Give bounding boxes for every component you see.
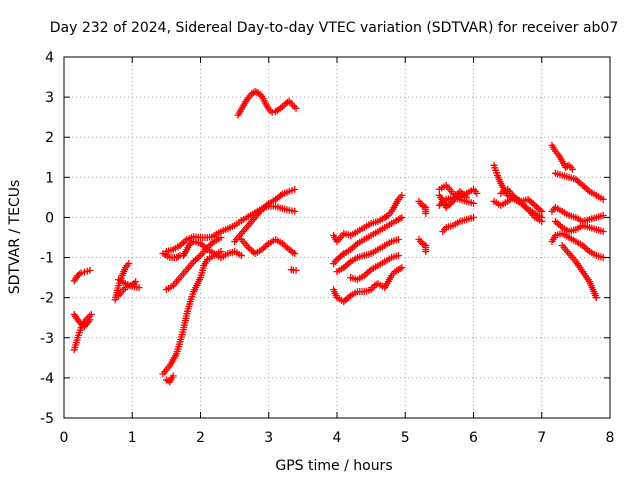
data-point-marker bbox=[291, 207, 299, 215]
y-axis-label: SDTVAR / TECUs bbox=[7, 180, 23, 295]
data-point-marker bbox=[463, 193, 471, 201]
data-marks bbox=[70, 87, 607, 386]
data-point-marker bbox=[538, 217, 546, 225]
x-tick-label: 4 bbox=[333, 430, 342, 446]
data-point-marker bbox=[292, 266, 300, 274]
data-point-marker bbox=[255, 89, 263, 97]
data-point-marker bbox=[174, 253, 182, 261]
data-point-marker bbox=[398, 264, 406, 272]
data-point-marker bbox=[169, 372, 177, 380]
y-tick-label: 0 bbox=[45, 210, 54, 226]
y-tick-label: 2 bbox=[45, 130, 54, 146]
data-point-marker bbox=[422, 248, 430, 256]
data-point-marker bbox=[135, 284, 143, 292]
x-axis-label: GPS time / hours bbox=[275, 458, 392, 474]
data-point-marker bbox=[394, 252, 402, 260]
y-tick-label: -5 bbox=[40, 411, 54, 427]
data-point-marker bbox=[568, 165, 576, 173]
chart-title: Day 232 of 2024, Sidereal Day-to-day VTE… bbox=[50, 20, 619, 36]
data-point-marker bbox=[132, 278, 140, 286]
x-tick-label: 0 bbox=[60, 430, 69, 446]
y-tick-label: 1 bbox=[45, 170, 54, 186]
data-point-marker bbox=[599, 227, 607, 235]
data-point-marker bbox=[473, 189, 481, 197]
y-tick-label: -3 bbox=[40, 331, 54, 347]
x-tick-label: 5 bbox=[401, 430, 410, 446]
data-point-marker bbox=[394, 236, 402, 244]
y-axis-tick-labels: -5 -4 -3 -2 -1 0 1 2 3 4 bbox=[40, 50, 54, 427]
x-axis-tick-labels: 0 1 2 3 4 5 6 7 8 bbox=[60, 430, 615, 446]
x-tick-label: 2 bbox=[196, 430, 205, 446]
data-point-marker bbox=[292, 104, 300, 112]
data-point-marker bbox=[237, 252, 245, 260]
x-tick-label: 8 bbox=[606, 430, 615, 446]
data-point-marker bbox=[422, 209, 430, 217]
x-tick-label: 6 bbox=[469, 430, 478, 446]
y-tick-label: 3 bbox=[45, 90, 54, 106]
data-point-marker bbox=[470, 199, 477, 207]
data-point-marker bbox=[599, 195, 607, 203]
data-point-marker bbox=[398, 213, 406, 221]
data-point-marker bbox=[592, 294, 600, 302]
x-tick-label: 7 bbox=[537, 430, 546, 446]
data-point-marker bbox=[268, 108, 276, 116]
data-point-marker bbox=[86, 266, 94, 274]
data-point-marker bbox=[290, 103, 298, 111]
data-point-marker bbox=[291, 250, 299, 258]
data-point-marker bbox=[217, 248, 225, 256]
data-point-marker bbox=[77, 269, 85, 277]
x-tick-label: 1 bbox=[128, 430, 137, 446]
data-point-marker bbox=[87, 311, 95, 319]
data-point-marker bbox=[86, 316, 94, 324]
data-point-marker bbox=[217, 234, 225, 241]
y-tick-label: -2 bbox=[40, 291, 54, 307]
axis-ticks bbox=[63, 56, 611, 419]
x-tick-label: 3 bbox=[264, 430, 273, 446]
data-point-marker bbox=[599, 211, 607, 219]
y-tick-label: 4 bbox=[45, 50, 54, 66]
data-point-marker bbox=[125, 260, 133, 268]
data-point-marker bbox=[291, 185, 299, 193]
data-point-marker bbox=[398, 191, 406, 199]
y-tick-label: -4 bbox=[40, 371, 54, 387]
data-point-marker bbox=[538, 207, 546, 215]
y-tick-label: -1 bbox=[40, 251, 54, 267]
data-point-marker bbox=[470, 213, 477, 221]
